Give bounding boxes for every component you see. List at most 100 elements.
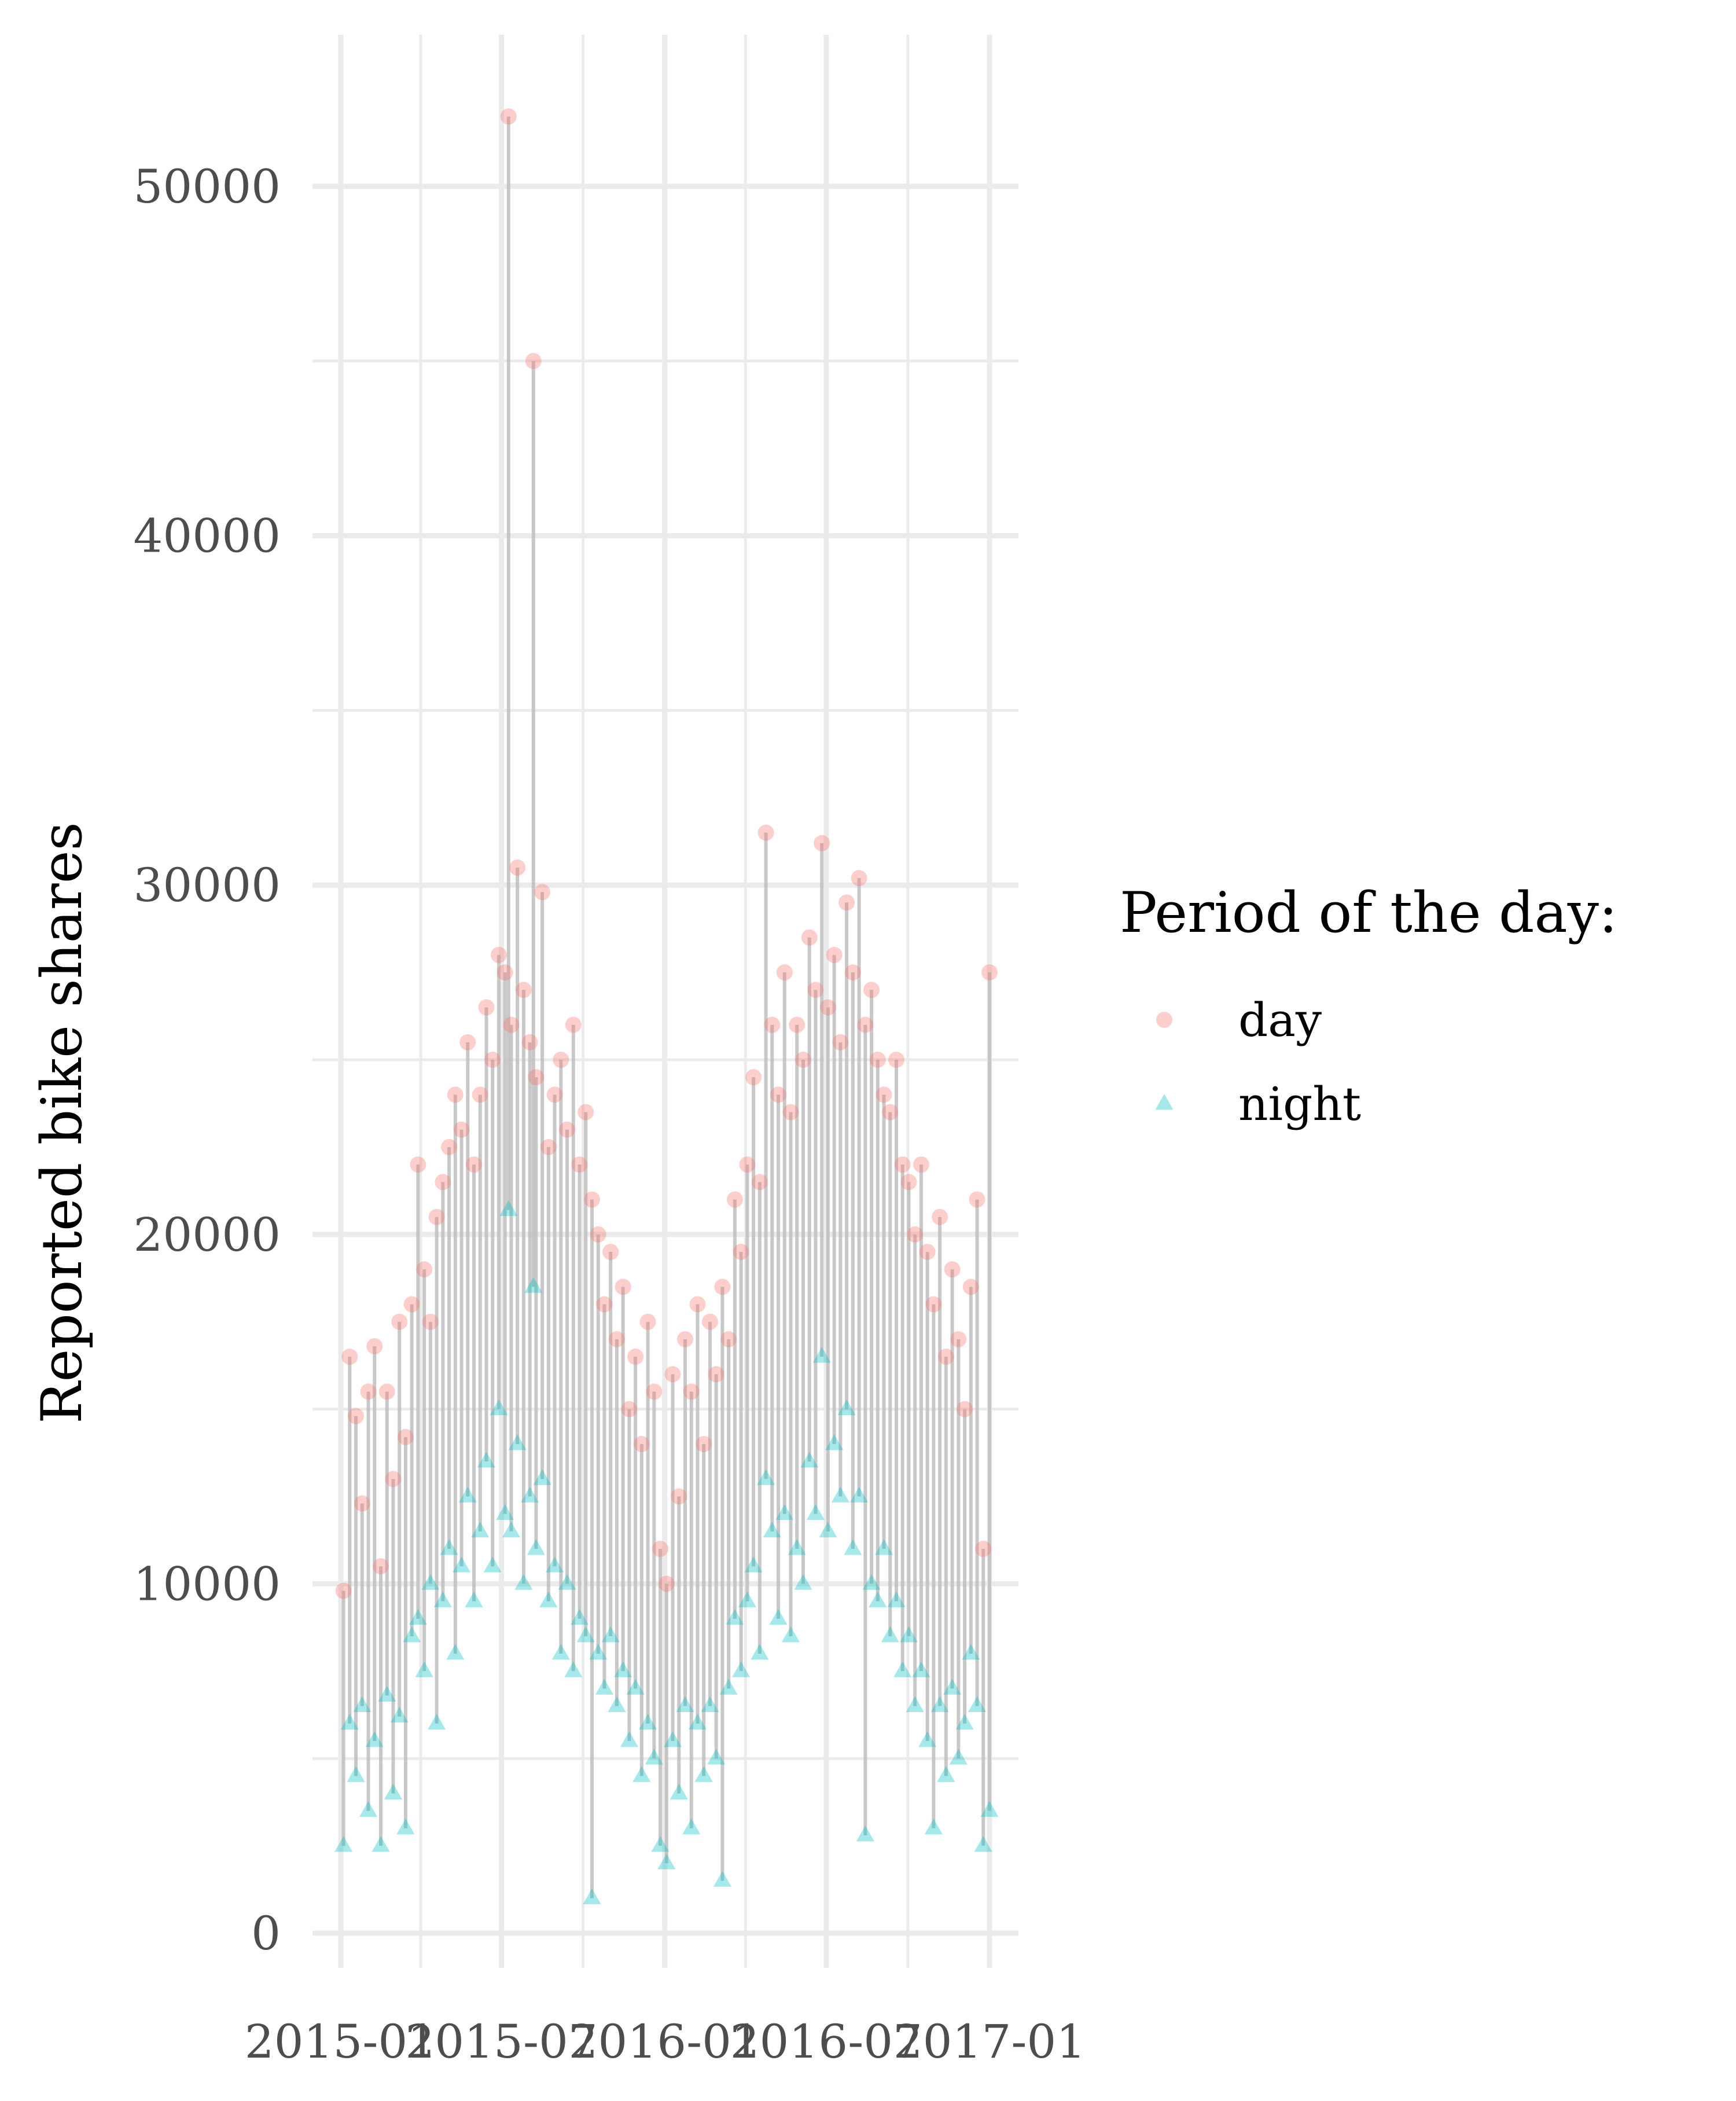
- day-point: [776, 964, 793, 981]
- night-point: [334, 1836, 353, 1852]
- day-point: [652, 1541, 669, 1558]
- day-point: [937, 1349, 954, 1365]
- night-point: [825, 1434, 844, 1450]
- night-point: [930, 1696, 949, 1713]
- night-point: [707, 1749, 726, 1765]
- night-point: [539, 1591, 558, 1607]
- legend-key-night: [1155, 1094, 1174, 1110]
- day-point: [962, 1279, 979, 1295]
- night-point: [688, 1713, 707, 1730]
- night-point: [458, 1486, 477, 1503]
- night-point: [918, 1731, 937, 1747]
- night-point: [682, 1819, 701, 1835]
- day-point: [478, 999, 495, 1016]
- day-point: [608, 1331, 625, 1347]
- day-point: [975, 1541, 992, 1558]
- day-point: [348, 1408, 365, 1424]
- day-point: [385, 1471, 402, 1487]
- day-point: [496, 964, 513, 981]
- night-point: [620, 1731, 638, 1747]
- day-point: [925, 1296, 942, 1313]
- night-point: [788, 1539, 806, 1555]
- night-point: [874, 1539, 893, 1555]
- night-point: [421, 1574, 440, 1590]
- night-point: [601, 1626, 620, 1643]
- night-point: [769, 1608, 788, 1625]
- day-point: [354, 1495, 370, 1512]
- day-point: [335, 1582, 352, 1599]
- x-tick-label: 2015-07: [405, 2015, 597, 2069]
- night-point: [353, 1696, 372, 1713]
- night-point: [738, 1591, 756, 1607]
- night-point: [638, 1713, 657, 1730]
- night-point: [837, 1399, 856, 1415]
- night-point: [713, 1871, 732, 1887]
- day-point: [739, 1156, 756, 1173]
- day-point: [751, 1174, 768, 1191]
- night-point: [663, 1731, 682, 1747]
- day-point: [696, 1435, 712, 1452]
- day-point: [882, 1104, 899, 1121]
- legend: Period of the day: day night: [1120, 880, 1617, 1131]
- day-point: [571, 1156, 588, 1173]
- day-point: [708, 1366, 724, 1383]
- x-tick-label: 2015-01: [245, 2015, 437, 2069]
- day-point: [832, 1034, 849, 1050]
- day-point: [801, 929, 818, 946]
- day-point: [757, 824, 774, 841]
- night-point: [521, 1486, 539, 1503]
- night-point: [483, 1556, 502, 1573]
- night-point: [887, 1591, 906, 1607]
- night-point: [365, 1731, 384, 1747]
- night-point: [626, 1678, 645, 1695]
- day-point: [957, 1401, 973, 1417]
- day-point: [360, 1383, 377, 1400]
- day-point: [944, 1261, 961, 1278]
- day-point: [378, 1383, 395, 1400]
- night-point: [862, 1574, 881, 1590]
- day-point: [900, 1174, 917, 1191]
- legend-items: day night: [1155, 993, 1361, 1131]
- night-point: [564, 1661, 583, 1677]
- day-point: [509, 859, 526, 876]
- y-tick-label: 50000: [134, 160, 281, 214]
- legend-item-day: day: [1156, 993, 1322, 1047]
- night-point: [608, 1696, 626, 1713]
- day-point: [789, 1016, 806, 1033]
- night-point: [583, 1888, 601, 1905]
- night-point: [527, 1539, 545, 1555]
- night-point: [446, 1644, 465, 1660]
- night-point: [751, 1644, 769, 1660]
- day-point: [422, 1313, 439, 1330]
- night-point: [384, 1783, 403, 1799]
- legend-label-day: day: [1238, 993, 1322, 1047]
- day-point: [596, 1296, 613, 1313]
- day-point: [441, 1138, 458, 1155]
- night-point: [440, 1539, 458, 1555]
- legend-label-night: night: [1238, 1077, 1361, 1131]
- day-point: [553, 1052, 569, 1068]
- night-point: [893, 1661, 912, 1677]
- night-point: [812, 1347, 831, 1363]
- night-point: [819, 1521, 837, 1538]
- day-point: [733, 1243, 749, 1260]
- night-point: [962, 1644, 980, 1660]
- night-point: [645, 1749, 663, 1765]
- day-point: [578, 1104, 594, 1121]
- night-point: [378, 1685, 396, 1702]
- night-point: [595, 1678, 614, 1695]
- y-axis-title: Reported bike shares: [30, 822, 94, 1424]
- day-point: [913, 1156, 929, 1173]
- night-point: [756, 1469, 775, 1485]
- day-point: [341, 1349, 358, 1365]
- night-point: [831, 1486, 849, 1503]
- night-point: [508, 1434, 527, 1450]
- day-point: [819, 999, 836, 1016]
- day-point: [515, 982, 532, 998]
- day-point: [447, 1086, 464, 1103]
- day-point: [397, 1428, 414, 1445]
- night-point: [614, 1661, 632, 1677]
- y-axis-tick-labels: 0 10000 20000 30000 40000 50000: [134, 160, 281, 1960]
- night-point: [676, 1696, 694, 1713]
- day-point: [838, 894, 855, 911]
